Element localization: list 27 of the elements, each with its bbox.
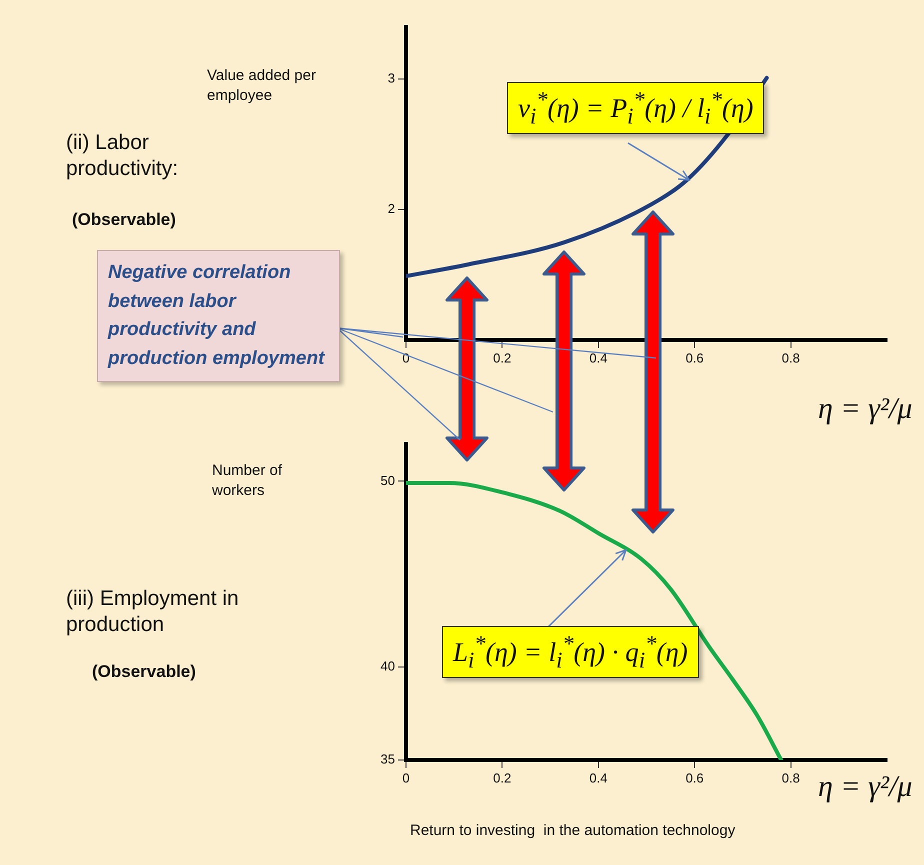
text: (iii) Employment in production bbox=[66, 586, 240, 638]
x-axis-title: η = γ²/μ bbox=[818, 770, 912, 804]
text: v$_{i}$$^{*}$(η) = P$_{i}$$^{*}$(η) / l$_{i}$$^{*}$(η) bbox=[518, 87, 754, 128]
x-tick-label: 0.2 bbox=[493, 770, 512, 786]
y-tick-label: 40 bbox=[380, 658, 395, 674]
y-tick-label: 50 bbox=[380, 472, 395, 488]
y-tick-label: 35 bbox=[380, 752, 395, 767]
line-series bbox=[406, 481, 784, 760]
text: Return to investing in the automation technology bbox=[410, 822, 736, 839]
text: (Observable) bbox=[92, 662, 196, 682]
x-tick-label: 0.2 bbox=[493, 350, 512, 366]
x-tick-label: 0 bbox=[402, 770, 410, 786]
text: L$_{i}$$^{*}$(η) = l$_{i}$$^{*}$(η) · q$_{i}$$^{*}$(η) bbox=[453, 631, 688, 672]
text: (ii) Labor productivity: bbox=[66, 130, 180, 182]
text: Negative correlation between labor productivity and production employment bbox=[97, 250, 340, 382]
x-tick-label: 0.4 bbox=[589, 770, 608, 786]
x-tick-label: 0.4 bbox=[589, 350, 608, 366]
y-axis-title: Number of workers bbox=[212, 461, 284, 500]
x-tick-label: 0.8 bbox=[782, 770, 800, 786]
x-tick-label: 0.6 bbox=[686, 770, 704, 786]
x-tick-label: 0.8 bbox=[782, 350, 800, 366]
x-axis-title: η = γ²/μ bbox=[818, 392, 912, 426]
y-tick-label: 2 bbox=[388, 201, 395, 216]
text: (Observable) bbox=[72, 210, 176, 230]
y-tick-label: 3 bbox=[388, 70, 395, 86]
x-tick-label: 0.6 bbox=[686, 350, 704, 366]
y-axis-title: Value added per employee bbox=[207, 66, 317, 105]
